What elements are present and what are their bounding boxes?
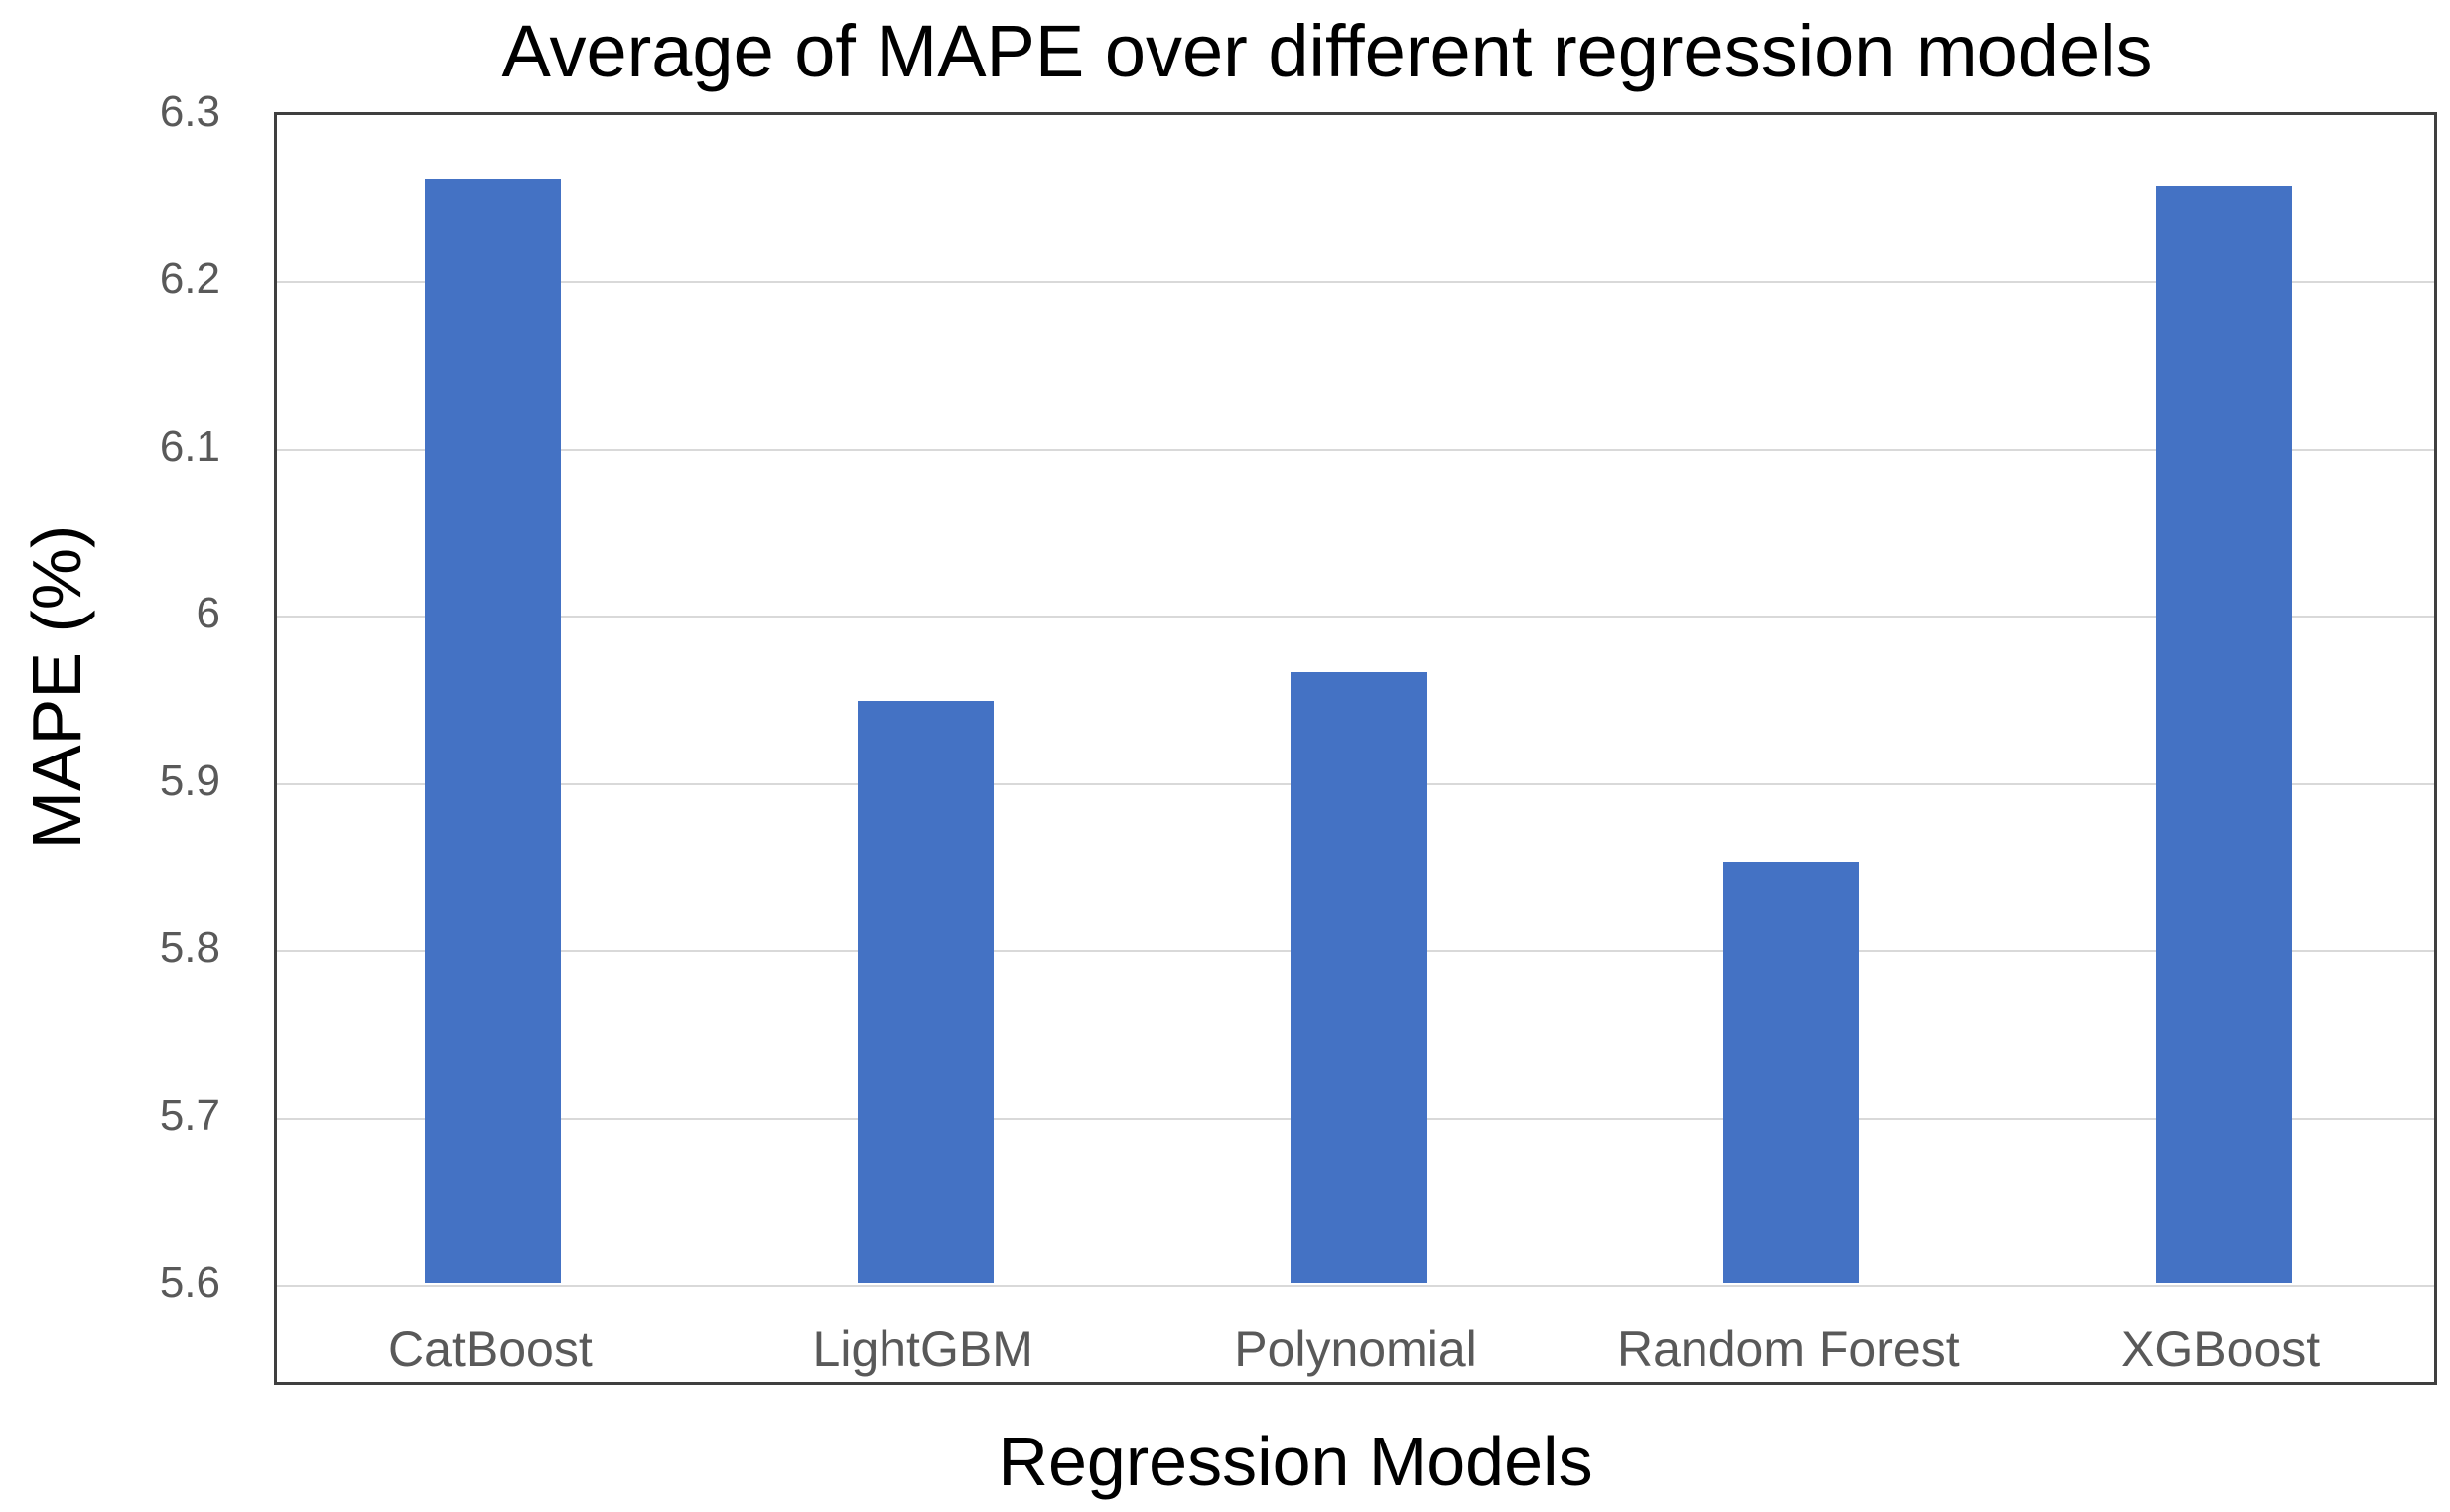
x-category-label: XGBoost (2121, 1321, 2321, 1377)
x-axis-title: Regression Models (998, 1423, 1593, 1500)
y-tick-label: 6.2 (159, 254, 220, 304)
y-tick-label: 5.7 (159, 1090, 220, 1140)
bar-polynomial (1291, 672, 1427, 1283)
y-tick-label: 5.6 (159, 1258, 220, 1306)
x-category-label: Random Forest (1617, 1321, 1960, 1377)
bar-xgboost (2155, 186, 2292, 1283)
y-tick-label: 6 (196, 589, 220, 638)
bar-catboost (425, 179, 562, 1283)
y-tick-label: 6.1 (159, 421, 220, 471)
chart-title: Average of MAPE over different regressio… (501, 10, 2153, 92)
plot-area (274, 112, 2437, 1385)
y-tick-label: 6.3 (159, 87, 220, 136)
gridline (277, 448, 2434, 451)
x-category-label: CatBoost (388, 1321, 593, 1377)
gridline (277, 281, 2434, 284)
x-category-label: Polynomial (1234, 1321, 1477, 1377)
bar-lightgbm (858, 700, 995, 1283)
y-tick-label: 5.8 (159, 923, 220, 973)
gridline (277, 616, 2434, 619)
gridline (277, 1285, 2434, 1287)
bar-random-forest (1722, 861, 1859, 1283)
y-tick-label: 5.9 (159, 756, 220, 805)
x-category-label: LightGBM (812, 1321, 1033, 1377)
